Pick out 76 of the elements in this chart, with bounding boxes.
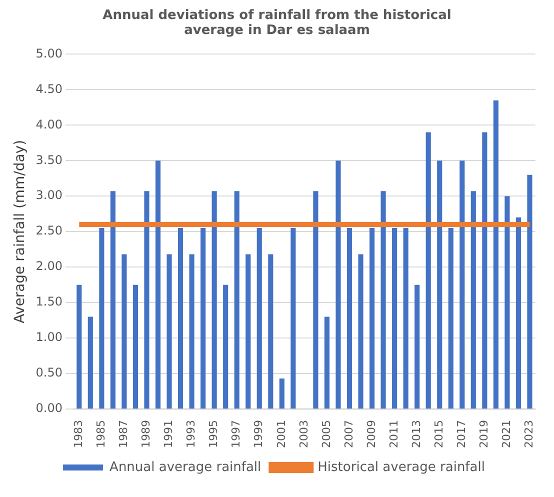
bar [482,132,488,409]
x-tick-label: 2011 [387,420,400,448]
bar [99,228,104,409]
x-tick-label: 1997 [230,420,243,448]
x-tick-label: 2009 [364,420,378,448]
x-tick-label: 2007 [342,420,356,448]
y-tick-label: 2.50 [36,224,63,238]
bar [268,254,274,409]
bar [313,191,318,409]
y-tick-label: 3.50 [36,152,63,167]
x-tick-label: 2017 [455,420,468,448]
legend-label: Annual average rainfall [110,460,262,475]
bar [426,132,431,409]
x-tick-label: 1993 [184,420,198,448]
x-tick-label: 2023 [522,420,536,448]
bar [178,228,184,409]
bar [223,284,228,409]
x-tick-label: 2015 [432,420,446,448]
bar [76,284,82,409]
y-tick-label: 2.00 [36,259,63,274]
x-tick-label: 2019 [478,420,491,448]
x-tick-label: 1987 [117,420,130,448]
bar [437,160,442,409]
bar [414,284,420,409]
x-tick-label: 1983 [72,420,86,448]
bar [290,228,296,409]
bar [460,160,465,409]
bar [380,191,386,409]
bar [336,160,341,409]
y-tick-label: 0.00 [36,401,63,416]
bar [346,228,352,409]
bar [122,254,127,409]
bar [166,254,172,409]
y-tick-label: 3.00 [36,188,63,202]
x-tick-label: 2021 [500,420,514,448]
bar [516,217,521,409]
y-tick-label: 1.50 [36,294,63,309]
bar [88,316,93,409]
bar [527,174,532,409]
legend-label: Historical average rainfall [318,460,485,475]
bar [358,254,364,409]
x-tick-label: 2003 [297,420,310,448]
x-tick-label: 1991 [162,420,176,448]
bar [155,160,161,409]
bar [110,191,116,409]
bar [256,228,262,409]
y-tick-label: 5.00 [36,46,63,60]
bar [369,228,375,409]
bar [448,228,454,409]
x-tick-label: 2013 [410,420,423,448]
bar [392,228,398,409]
x-tick-label: 1995 [207,420,220,448]
bar [403,228,408,409]
bar [324,316,330,409]
y-tick-label: 0.50 [36,366,63,380]
x-tick-label: 2001 [274,420,288,448]
chart-title: Annual deviations of rainfall from the historical average in Dar es salaam [102,8,452,38]
bar [234,191,240,409]
bar [189,254,194,409]
bar [470,191,476,409]
y-tick-label: 1.00 [36,330,63,344]
y-tick-label: 4.50 [36,82,63,96]
bar [144,191,150,409]
y-axis-title: Average rainfall (mm/day) [12,140,28,324]
x-tick-label: 2005 [320,420,333,448]
bar [212,191,217,409]
x-tick-label: 1985 [94,420,108,448]
bar [279,378,284,409]
x-tick-label: 1989 [140,420,153,448]
bar [132,284,138,409]
bar [200,228,206,409]
bar [504,196,510,409]
y-tick-label: 4.00 [36,117,63,132]
x-tick-label: 1999 [252,420,266,448]
bar [246,254,251,409]
bar [493,100,498,409]
